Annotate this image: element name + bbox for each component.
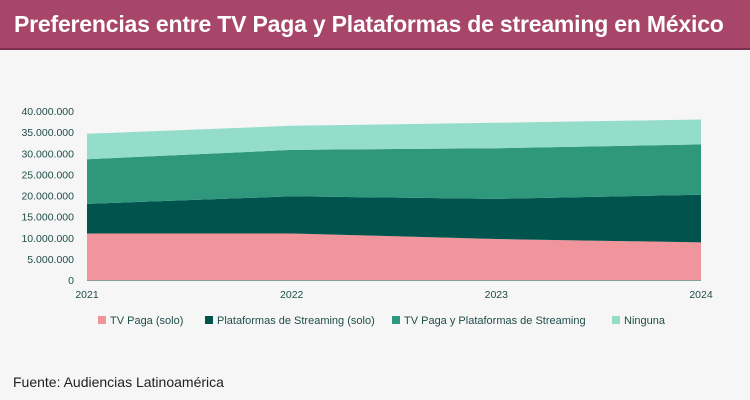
chart-areas: [87, 119, 701, 280]
legend-item: TV Paga y Plataformas de Streaming: [392, 315, 586, 327]
area-series-2: [87, 194, 701, 243]
y-tick-label: 5.000.000: [27, 254, 74, 266]
x-tick-label: 2023: [485, 289, 509, 301]
source-note: Fuente: Audiencias Latinoamérica: [13, 374, 224, 390]
legend-swatch: [205, 316, 213, 324]
y-tick-label: 10.000.000: [21, 233, 74, 245]
y-tick-label: 15.000.000: [21, 212, 74, 224]
chart-legend: TV Paga (solo) Plataformas de Streaming (…: [98, 315, 666, 327]
area-series-3: [87, 144, 701, 204]
x-tick-label: 2024: [689, 289, 713, 301]
y-tick-label: 40.000.000: [21, 106, 74, 118]
legend-label: TV Paga (solo): [110, 315, 183, 327]
legend-label: Plataformas de Streaming (solo): [217, 315, 375, 327]
x-axis: 2021 2022 2023 2024: [75, 280, 713, 301]
area-series-1: [87, 233, 701, 280]
legend-swatch: [98, 316, 106, 324]
y-axis: 0 5.000.000 10.000.000 15.000.000 20.000.000…: [21, 106, 74, 287]
legend-swatch: [392, 316, 400, 324]
legend-item: TV Paga (solo): [98, 315, 183, 327]
page-title: Preferencias entre TV Paga y Plataformas…: [14, 11, 724, 37]
legend-item: Plataformas de Streaming (solo): [205, 315, 375, 327]
y-tick-label: 0: [68, 275, 74, 287]
y-tick-label: 30.000.000: [21, 148, 74, 160]
legend-item: Ninguna: [612, 315, 666, 327]
y-tick-label: 25.000.000: [21, 169, 74, 181]
legend-label: TV Paga y Plataformas de Streaming: [404, 315, 586, 327]
x-tick-label: 2021: [75, 289, 99, 301]
header-bar: Preferencias entre TV Paga y Plataformas…: [0, 0, 750, 50]
y-tick-label: 35.000.000: [21, 127, 74, 139]
stacked-area-chart: 0 5.000.000 10.000.000 15.000.000 20.000.000…: [21, 106, 713, 327]
legend-swatch: [612, 316, 620, 324]
legend-label: Ninguna: [624, 315, 666, 327]
y-tick-label: 20.000.000: [21, 191, 74, 203]
x-tick-label: 2022: [280, 289, 304, 301]
area-series-4: [87, 119, 701, 160]
